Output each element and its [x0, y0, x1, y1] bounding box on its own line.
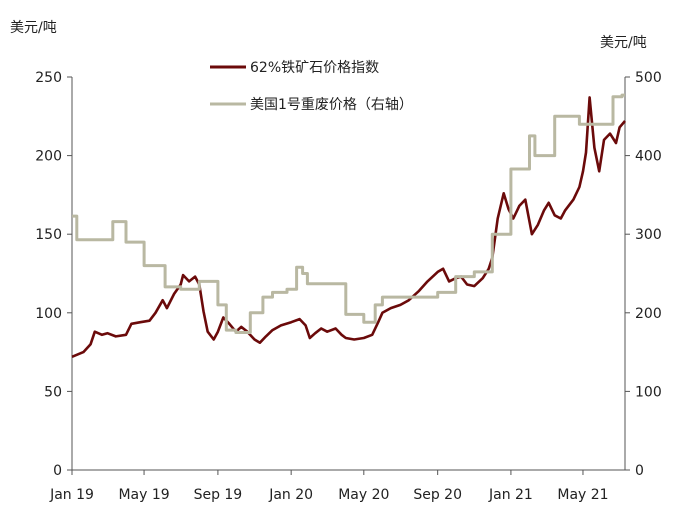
right-tick-label: 400	[635, 149, 662, 165]
left-tick-label: 250	[35, 70, 62, 86]
axes: 0 50 100 150 200 250 0 100 200 300 400 500 Jan 19 May…	[35, 70, 661, 503]
iron-ore-series-line	[71, 96, 626, 359]
right-tick-label: 200	[635, 306, 662, 322]
left-tick-label: 200	[35, 149, 62, 165]
left-tick-label: 150	[35, 227, 62, 243]
right-tick-label: 100	[635, 384, 662, 400]
x-tick-label: Jan 20	[268, 487, 313, 503]
x-tick-label: Jan 21	[488, 487, 533, 503]
scrap-price-series-line	[72, 93, 625, 334]
left-tick-label: 50	[44, 384, 62, 400]
right-tick-label: 500	[635, 70, 662, 86]
x-tick-label: May 20	[338, 487, 389, 503]
right-axis-unit: 美元/吨	[600, 35, 647, 51]
legend-label: 62%铁矿石价格指数	[250, 60, 379, 76]
x-tick-label: Sep 19	[194, 487, 243, 503]
right-tick-label: 0	[635, 463, 644, 479]
right-tick-label: 300	[635, 227, 662, 243]
x-tick-label: May 21	[557, 487, 608, 503]
x-tick-label: Sep 20	[413, 487, 462, 503]
left-axis-unit: 美元/吨	[10, 20, 57, 36]
legend-label: 美国1号重废价格（右轴）	[250, 97, 413, 113]
left-tick-label: 100	[35, 306, 62, 322]
x-tick-label: May 19	[118, 487, 169, 503]
left-tick-label: 0	[53, 463, 62, 479]
series-lines	[71, 93, 626, 359]
x-tick-label: Jan 19	[49, 487, 94, 503]
